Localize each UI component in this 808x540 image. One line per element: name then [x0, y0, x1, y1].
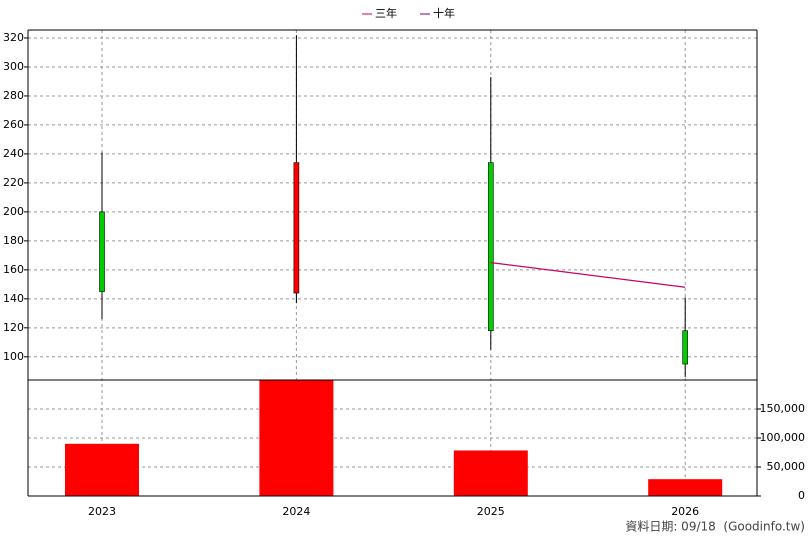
y-tick-label: 160 — [3, 263, 24, 276]
y-tick-label: 140 — [3, 292, 24, 305]
line-series — [490, 262, 686, 288]
y2-tick-label: 150,000 — [760, 402, 806, 415]
y-tick-label: 220 — [3, 176, 24, 189]
volume-bar — [453, 450, 528, 496]
footnote: 資料日期: 09/18 (Goodinfo.tw) — [625, 520, 805, 534]
y-tick-label: 200 — [3, 205, 24, 218]
volume-bar — [65, 443, 139, 496]
x-tick-label: 2026 — [671, 505, 699, 518]
x-tick-label: 2025 — [477, 505, 505, 518]
candle-body — [99, 211, 105, 292]
volume-bar — [648, 479, 723, 496]
y-tick-label: 180 — [3, 234, 24, 247]
legend-label: 十年 — [433, 6, 455, 20]
x-tick-label: 2023 — [88, 505, 116, 518]
volume-bar — [259, 380, 334, 496]
y2-tick-label: 100,000 — [760, 431, 806, 444]
y-tick-label: 280 — [3, 89, 24, 102]
y-tick-label: 260 — [3, 118, 24, 131]
y-tick-label: 240 — [3, 147, 24, 160]
y-tick-label: 320 — [3, 31, 24, 44]
y-tick-label: 100 — [3, 350, 24, 363]
candle-body — [487, 162, 494, 332]
candle-body — [682, 330, 689, 365]
y2-tick-label: 50,000 — [767, 460, 806, 473]
y2-tick-label: 0 — [798, 489, 805, 502]
x-tick-label: 2024 — [282, 505, 310, 518]
y-tick-label: 120 — [3, 321, 24, 334]
legend-label: 三年 — [375, 6, 397, 20]
y-tick-label: 300 — [3, 60, 24, 73]
candle-body — [293, 162, 300, 294]
